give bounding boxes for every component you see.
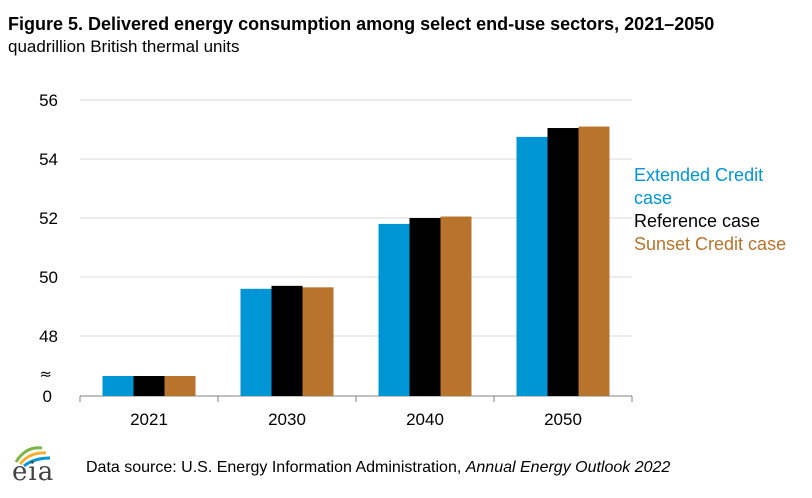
bar bbox=[102, 376, 134, 396]
data-source-note: Data source: U.S. Energy Information Adm… bbox=[86, 459, 670, 477]
x-tick-label: 2050 bbox=[544, 410, 582, 429]
chart-title: Figure 5. Delivered energy consumption a… bbox=[8, 14, 715, 34]
bar bbox=[547, 128, 579, 396]
chart-subtitle: quadrillion British thermal units bbox=[8, 37, 240, 56]
legend: Extended Credit case Reference case Suns… bbox=[634, 164, 804, 256]
legend-item-sunset: Sunset Credit case bbox=[634, 234, 787, 254]
eia-logo-text: eia bbox=[12, 457, 55, 487]
bar bbox=[378, 223, 410, 396]
y-tick-label: 54 bbox=[39, 150, 58, 169]
bar bbox=[240, 288, 272, 396]
x-tick-label: 2030 bbox=[268, 410, 306, 429]
data-source-prefix: Data source: U.S. Energy Information Adm… bbox=[86, 459, 466, 476]
bar bbox=[271, 285, 303, 396]
legend-item-reference: Reference case bbox=[634, 211, 761, 231]
bar bbox=[133, 376, 165, 396]
bar bbox=[302, 287, 334, 396]
y-tick-label: 56 bbox=[39, 91, 58, 110]
y-tick-label: 0 bbox=[43, 387, 52, 406]
y-tick-label: 48 bbox=[39, 327, 58, 346]
bar bbox=[440, 216, 472, 396]
eia-logo-icon bbox=[14, 446, 51, 468]
bar bbox=[578, 126, 610, 397]
x-tick-label: 2021 bbox=[130, 410, 168, 429]
data-source-title: Annual Energy Outlook 2022 bbox=[465, 459, 671, 476]
bar bbox=[409, 218, 441, 396]
bar bbox=[164, 376, 196, 396]
legend-item-extended: Extended Credit case bbox=[634, 165, 764, 208]
x-tick-label: 2040 bbox=[406, 410, 444, 429]
bar bbox=[516, 136, 548, 396]
axis-break-symbol: ≈ bbox=[39, 365, 52, 383]
y-tick-label: 50 bbox=[39, 268, 58, 287]
y-tick-label: 52 bbox=[39, 209, 58, 228]
